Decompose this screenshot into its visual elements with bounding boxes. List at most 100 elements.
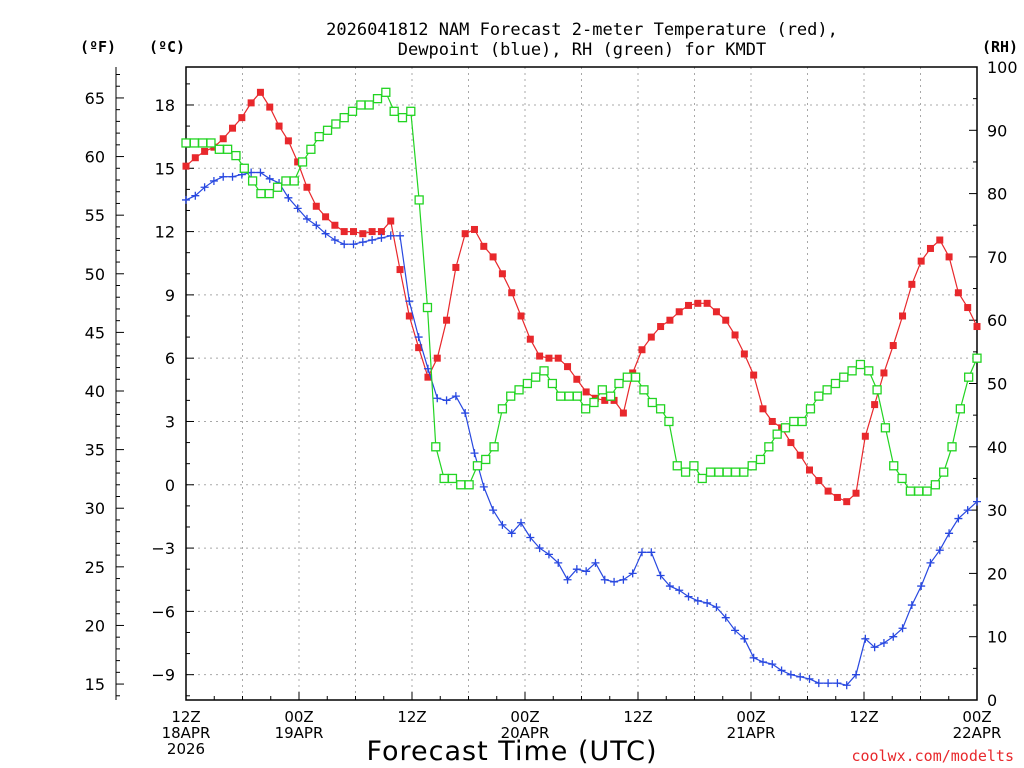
2-meter-temperature-point	[675, 308, 683, 316]
2-meter-temperature-point	[182, 162, 190, 170]
rh-point	[314, 131, 324, 142]
dewpoint-point	[451, 392, 460, 401]
dewpoint-point	[758, 658, 767, 667]
rh-tick-label: 90	[987, 121, 1007, 140]
rh-point	[389, 106, 399, 116]
dewpoint-point	[861, 634, 870, 643]
dewpoint-point	[954, 514, 963, 523]
fahrenheit-tick-label: 25	[85, 558, 105, 577]
rh-point	[239, 163, 249, 173]
dewpoint-point	[637, 548, 646, 557]
rh-point	[864, 366, 874, 376]
rh-point	[780, 423, 791, 433]
rh-point	[739, 467, 749, 477]
dewpoint-point	[442, 396, 451, 405]
dewpoint-point	[321, 229, 330, 238]
2-meter-temperature-point	[666, 316, 674, 324]
dewpoint-point	[768, 660, 777, 669]
dewpoint-point	[731, 626, 740, 635]
celsius-tick-label: −9	[151, 666, 175, 685]
rh-point	[522, 378, 533, 389]
rh-point	[372, 94, 383, 104]
rh-point	[289, 176, 299, 186]
dewpoint-point	[377, 233, 386, 242]
rh-point	[447, 473, 458, 484]
2-meter-temperature-point	[368, 228, 376, 236]
dewpoint-point	[879, 639, 888, 648]
dewpoint-point	[740, 634, 749, 643]
2-meter-temperature-point	[350, 228, 358, 236]
x-tick-label: 00Z	[962, 708, 991, 726]
rh-point	[689, 461, 699, 471]
dewpoint-point	[182, 195, 190, 204]
2-meter-temperature-point	[294, 158, 302, 166]
celsius-tick-label: 12	[155, 223, 175, 242]
dewpoint-point	[414, 333, 423, 342]
rh-point	[847, 366, 857, 376]
rh-point	[705, 467, 716, 477]
dewpoint-point	[489, 506, 498, 515]
rh-point	[506, 391, 516, 401]
dewpoint-point	[656, 571, 665, 580]
rh-point	[789, 416, 799, 427]
2-meter-temperature-point	[443, 316, 451, 324]
x-tick-label: 12Z	[397, 708, 426, 726]
rh-point	[222, 144, 233, 154]
2-meter-temperature-point	[508, 289, 516, 297]
dewpoint-point	[907, 601, 916, 610]
rh-point	[947, 442, 957, 452]
2-meter-temperature-point	[312, 202, 320, 210]
x-axis-title: Forecast Time (UTC)	[366, 736, 657, 767]
rh-point	[439, 473, 449, 484]
2-meter-temperature-point	[545, 354, 553, 362]
2-meter-temperature-point	[322, 213, 330, 221]
2-meter-temperature-point	[517, 312, 525, 320]
rh-point	[822, 385, 832, 395]
dewpoint-point	[665, 582, 674, 591]
2-meter-temperature-point	[275, 122, 283, 130]
dewpoint-point	[833, 679, 842, 688]
2-meter-temperature-point	[852, 489, 860, 497]
2-meter-temperature-point	[815, 477, 823, 485]
rh-point	[680, 467, 691, 477]
rh-point	[422, 302, 433, 313]
2-meter-temperature-point	[889, 342, 897, 350]
dewpoint-point	[721, 613, 730, 622]
rh-point	[214, 144, 224, 154]
rh-point	[456, 480, 466, 490]
2-meter-temperature-point	[387, 217, 395, 225]
2-meter-temperature-point	[936, 236, 944, 244]
rh-point	[922, 486, 932, 496]
x-tick-label: 18APR	[162, 724, 211, 742]
rh-point	[939, 467, 949, 477]
2-meter-temperature-point	[796, 451, 804, 459]
2-meter-temperature-point	[694, 299, 702, 307]
rh-tick-label: 80	[987, 185, 1007, 204]
2-meter-temperature-point	[452, 263, 460, 271]
rh-point	[247, 176, 258, 186]
fahrenheit-tick-label: 50	[85, 265, 105, 284]
dewpoint-point	[619, 575, 628, 584]
dewpoint-point	[898, 624, 907, 633]
rh-tick-label: 40	[987, 438, 1007, 457]
dewpoint-point	[517, 518, 526, 527]
series-layer	[181, 87, 982, 690]
rh-tick-label: 60	[987, 311, 1007, 330]
fahrenheit-tick-label: 15	[85, 675, 105, 694]
dewpoint-point	[535, 544, 544, 553]
2-meter-temperature-point	[284, 137, 292, 145]
dewpoint-point	[591, 558, 600, 567]
rh-point	[897, 473, 907, 484]
rh-point	[914, 486, 924, 496]
rh-point	[281, 176, 291, 186]
2-meter-temperature-point	[805, 466, 813, 474]
rh-point	[855, 359, 866, 370]
dewpoint-point	[917, 582, 926, 591]
2-meter-temperature-point	[359, 230, 367, 238]
2-meter-temperature-point	[833, 493, 841, 501]
dewpoint-point	[312, 221, 321, 230]
dewpoint-point	[461, 409, 470, 418]
2-meter-temperature-point	[266, 103, 274, 111]
rh-point	[722, 467, 732, 477]
celsius-axis-title: (ºC)	[149, 38, 185, 56]
